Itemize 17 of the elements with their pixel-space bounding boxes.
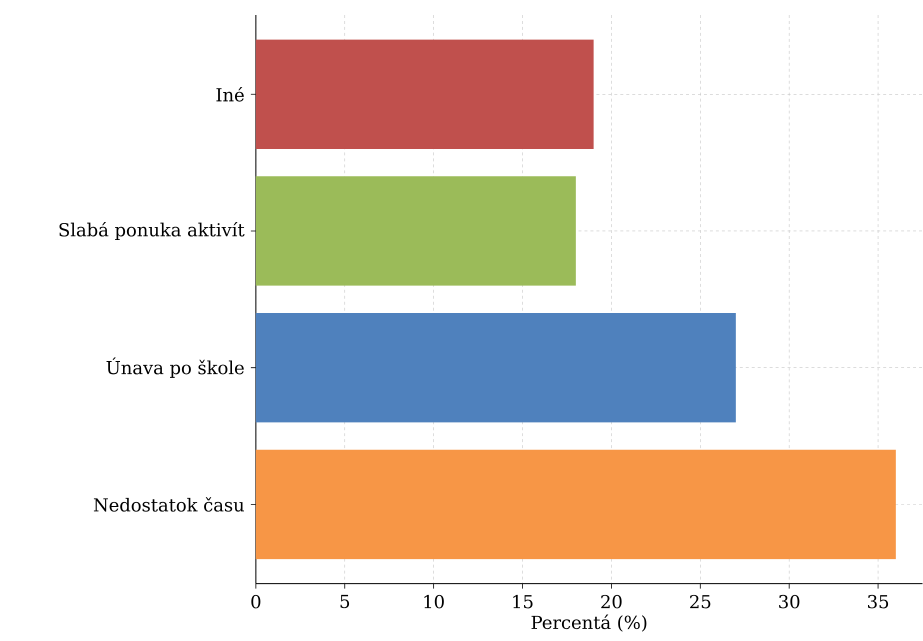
x-tick-label: 35 — [868, 595, 888, 609]
x-tick-label: 20 — [601, 595, 622, 609]
x-tick-label: 15 — [513, 595, 533, 609]
bar — [256, 313, 736, 423]
bar — [256, 176, 576, 286]
bar — [256, 40, 594, 150]
x-tick-label: 0 — [251, 595, 260, 609]
x-tick-label: 5 — [340, 595, 350, 608]
bar — [256, 450, 896, 560]
y-tick-label: Slabá ponuka aktivít — [60, 222, 245, 240]
x-tick-label: 30 — [779, 595, 800, 609]
x-tick-label: 10 — [424, 595, 444, 609]
y-tick-label: Únava po škole — [106, 358, 244, 378]
x-axis-title: Percentá (%) — [532, 614, 646, 632]
y-tick-label: Nedostatok času — [94, 497, 244, 512]
y-tick-label: Iné — [216, 87, 244, 102]
x-tick-label: 25 — [690, 595, 710, 609]
